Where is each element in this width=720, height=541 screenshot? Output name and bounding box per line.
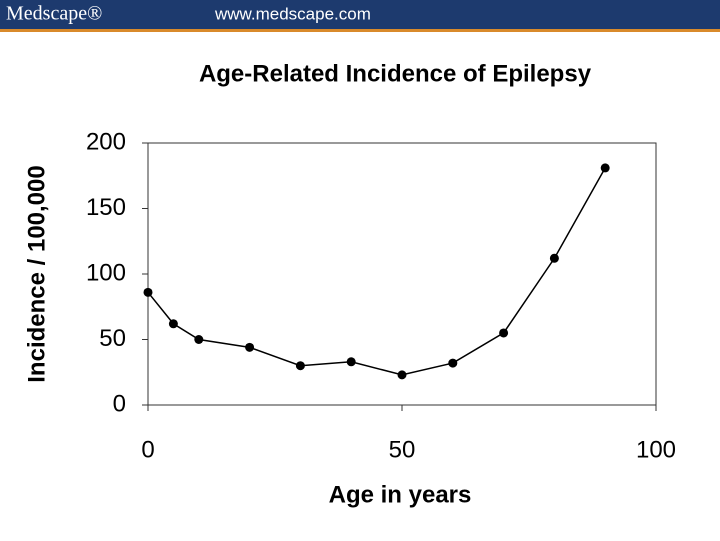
point bbox=[245, 342, 255, 352]
point bbox=[448, 358, 458, 368]
y-axis-label: Incidence / 100,000 bbox=[23, 165, 50, 382]
point bbox=[600, 163, 610, 173]
y-tick-label: 0 bbox=[113, 390, 126, 417]
point bbox=[397, 370, 407, 380]
point bbox=[143, 287, 153, 297]
y-tick-label: 150 bbox=[86, 194, 126, 221]
plot-frame bbox=[147, 142, 657, 406]
point bbox=[168, 319, 178, 329]
point bbox=[499, 328, 509, 338]
point bbox=[194, 335, 204, 344]
brand: Medscape® bbox=[6, 3, 102, 25]
line bbox=[147, 167, 606, 376]
y-tick-label: 100 bbox=[86, 259, 126, 286]
x-tick-label: 50 bbox=[389, 436, 416, 463]
chart-title: Age-Related Incidence of Epilepsy bbox=[199, 60, 592, 87]
y-tick-label: 50 bbox=[99, 325, 126, 352]
point bbox=[549, 253, 559, 263]
url: www.medscape.com bbox=[214, 4, 371, 23]
header-stripe bbox=[0, 29, 720, 32]
y-tick-label: 200 bbox=[86, 128, 126, 155]
x-tick-label: 0 bbox=[141, 436, 154, 463]
x-axis-label: Age in years bbox=[329, 481, 472, 508]
point bbox=[295, 361, 305, 371]
point bbox=[346, 357, 356, 367]
header-bar bbox=[0, 0, 720, 29]
x-tick-label: 100 bbox=[636, 436, 676, 463]
